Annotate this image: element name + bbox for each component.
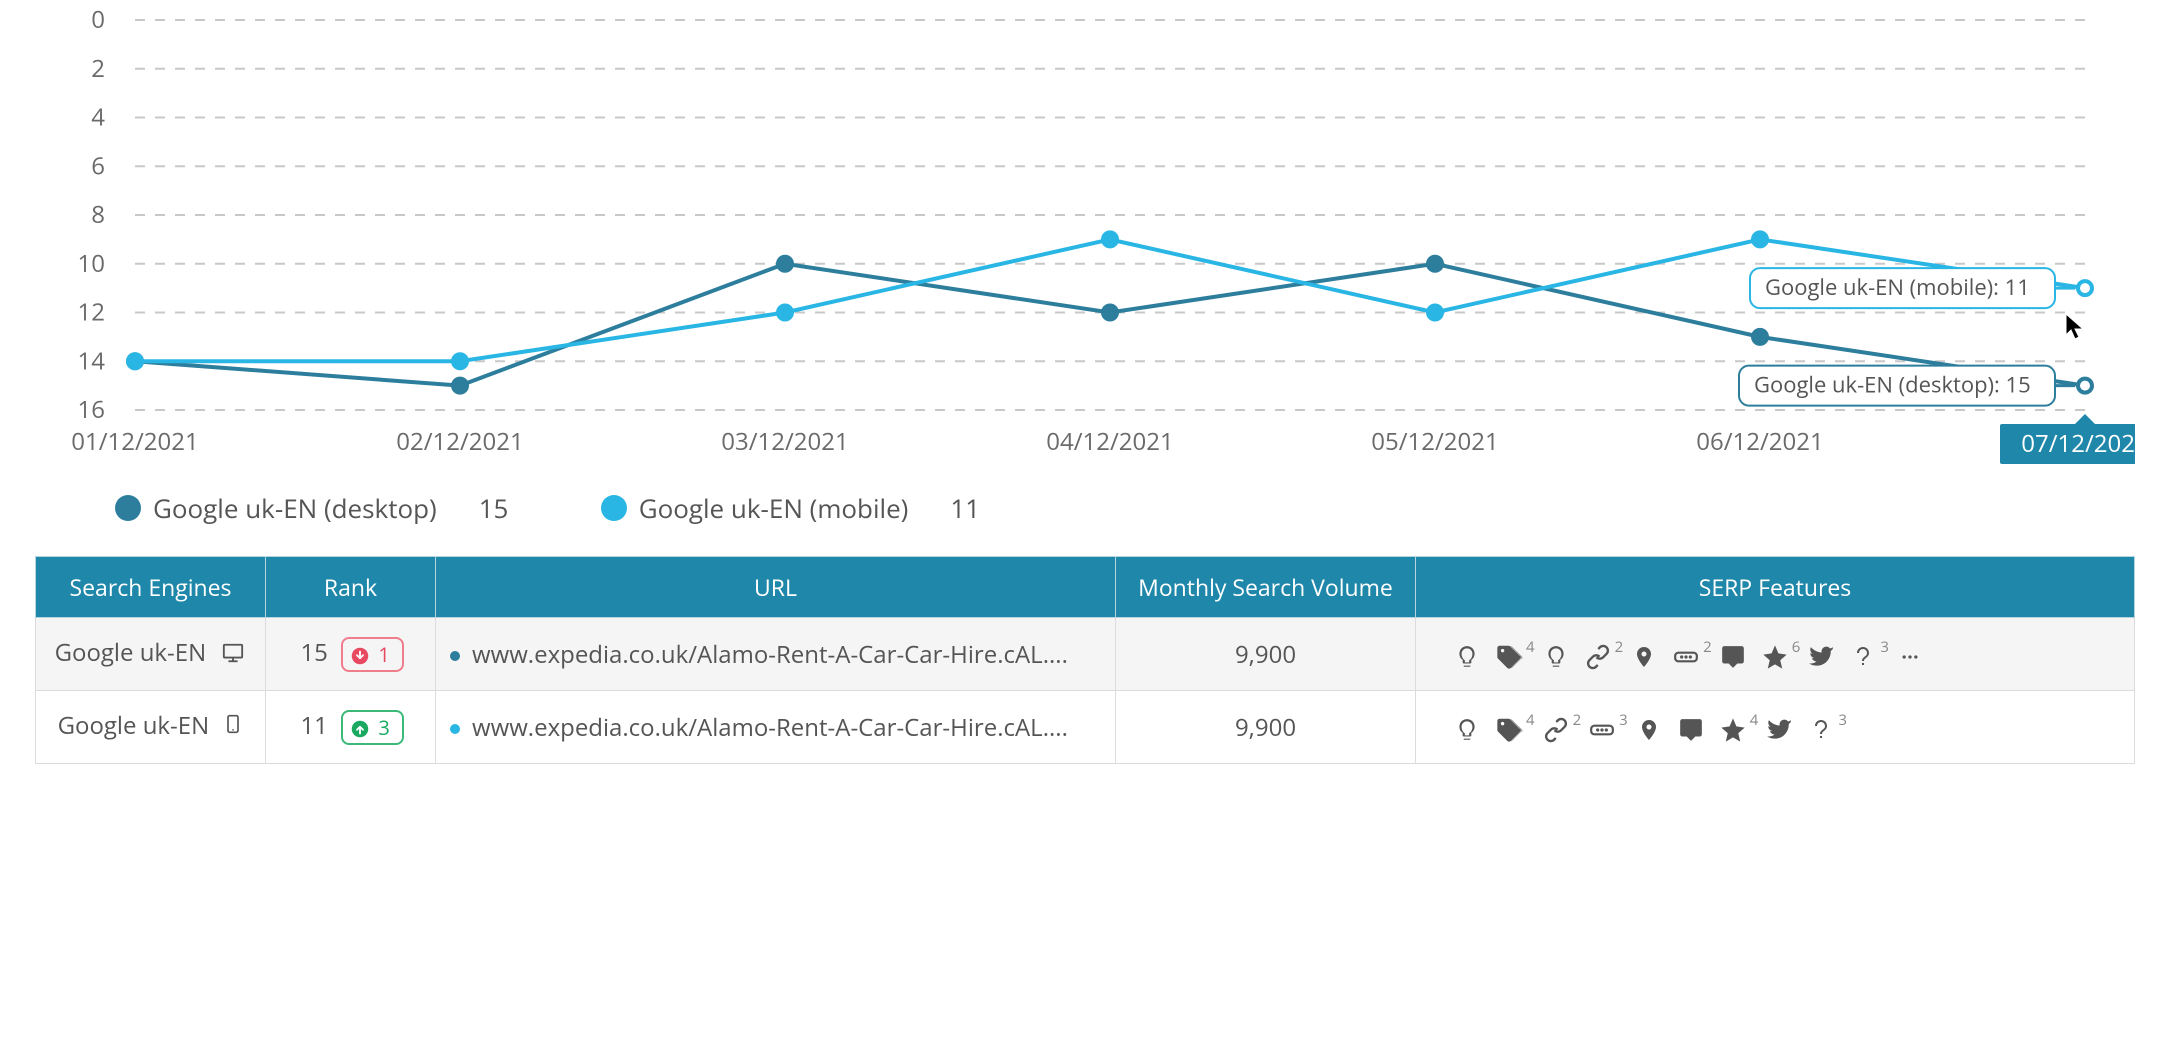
column-header[interactable]: URL	[436, 557, 1116, 618]
rank-chart[interactable]: 0 2 4 6 8 10 12 14 1601/12/2021 02/12/2021 03/12/2…	[35, 10, 2135, 470]
svg-text:12: 12	[78, 296, 105, 329]
cell-serp-features: 4 2 3 4 3	[1416, 691, 2135, 764]
bulb-icon[interactable]	[1452, 639, 1482, 672]
cell-rank: 15 1	[266, 618, 436, 691]
column-header[interactable]: Rank	[266, 557, 436, 618]
svg-text:14: 14	[78, 344, 106, 377]
svg-text:8: 8	[91, 198, 105, 231]
rankings-table: Search EnginesRankURLMonthly Search Volu…	[35, 556, 2135, 764]
cell-serp-features: 4 2 2 6 3	[1416, 618, 2135, 691]
question-icon[interactable]	[1848, 639, 1878, 672]
dots-icon[interactable]	[1671, 639, 1701, 672]
series-dot-icon	[450, 651, 460, 661]
star-icon[interactable]	[1718, 712, 1748, 745]
chat-icon[interactable]	[1718, 639, 1748, 672]
cell-engine: Google uk-EN	[36, 618, 266, 691]
pin-icon[interactable]	[1629, 639, 1659, 672]
cell-volume: 9,900	[1116, 618, 1416, 691]
serp-count: 2	[1703, 637, 1712, 657]
cell-url[interactable]: www.expedia.co.uk/Alamo-Rent-A-Car-Car-H…	[436, 618, 1116, 691]
tag-icon[interactable]	[1494, 712, 1524, 745]
bulb-icon[interactable]	[1541, 639, 1571, 672]
svg-text:07/12/2021: 07/12/2021	[2021, 427, 2135, 460]
cell-volume: 9,900	[1116, 691, 1416, 764]
rank-change-badge: 3	[341, 710, 404, 745]
svg-text:03/12/2021: 03/12/2021	[721, 425, 848, 458]
cell-rank: 11 3	[266, 691, 436, 764]
dots-icon[interactable]	[1587, 712, 1617, 745]
bird-icon[interactable]	[1806, 639, 1836, 672]
question-icon[interactable]	[1806, 712, 1836, 745]
serp-count: 3	[1880, 637, 1889, 657]
series-dot-icon	[450, 724, 460, 734]
more-icon[interactable]	[1895, 639, 1925, 672]
svg-text:06/12/2021: 06/12/2021	[1696, 425, 1823, 458]
chat-icon[interactable]	[1676, 712, 1706, 745]
bird-icon[interactable]	[1764, 712, 1794, 745]
serp-count: 3	[1838, 710, 1847, 730]
tag-icon[interactable]	[1494, 639, 1524, 672]
serp-count: 6	[1792, 637, 1801, 657]
link-icon[interactable]	[1583, 639, 1613, 672]
cell-engine: Google uk-EN	[36, 691, 266, 764]
svg-text:2: 2	[91, 52, 105, 85]
bulb-icon[interactable]	[1452, 712, 1482, 745]
svg-text:10: 10	[78, 247, 105, 280]
cell-url[interactable]: www.expedia.co.uk/Alamo-Rent-A-Car-Car-H…	[436, 691, 1116, 764]
table-row: Google uk-EN 11 3www.expedia.co.uk/Alamo…	[36, 691, 2135, 764]
svg-text:4: 4	[91, 101, 105, 134]
serp-count: 4	[1526, 637, 1535, 657]
desktop-icon	[220, 639, 246, 672]
column-header[interactable]: SERP Features	[1416, 557, 2135, 618]
rank-change-badge: 1	[341, 637, 404, 672]
pin-icon[interactable]	[1634, 712, 1664, 745]
serp-count: 4	[1526, 710, 1535, 730]
table-row: Google uk-EN 15 1www.expedia.co.uk/Alamo…	[36, 618, 2135, 691]
serp-count: 3	[1619, 710, 1628, 730]
serp-count: 2	[1573, 710, 1582, 730]
svg-text:Google uk-EN (desktop): 15: Google uk-EN (desktop): 15	[1754, 370, 2031, 400]
svg-text:04/12/2021: 04/12/2021	[1046, 425, 1173, 458]
column-header[interactable]: Search Engines	[36, 557, 266, 618]
svg-text:01/12/2021: 01/12/2021	[71, 425, 198, 458]
svg-text:16: 16	[78, 393, 105, 426]
svg-text:05/12/2021: 05/12/2021	[1371, 425, 1498, 458]
column-header[interactable]: Monthly Search Volume	[1116, 557, 1416, 618]
link-icon[interactable]	[1541, 712, 1571, 745]
serp-count: 2	[1615, 637, 1624, 657]
serp-count: 4	[1750, 710, 1759, 730]
svg-text:6: 6	[91, 149, 105, 182]
star-icon[interactable]	[1760, 639, 1790, 672]
svg-text:02/12/2021: 02/12/2021	[396, 425, 523, 458]
svg-text:Google uk-EN (mobile): 11: Google uk-EN (mobile): 11	[1765, 272, 2030, 302]
mobile-icon	[223, 711, 243, 745]
svg-text:0: 0	[91, 10, 105, 36]
